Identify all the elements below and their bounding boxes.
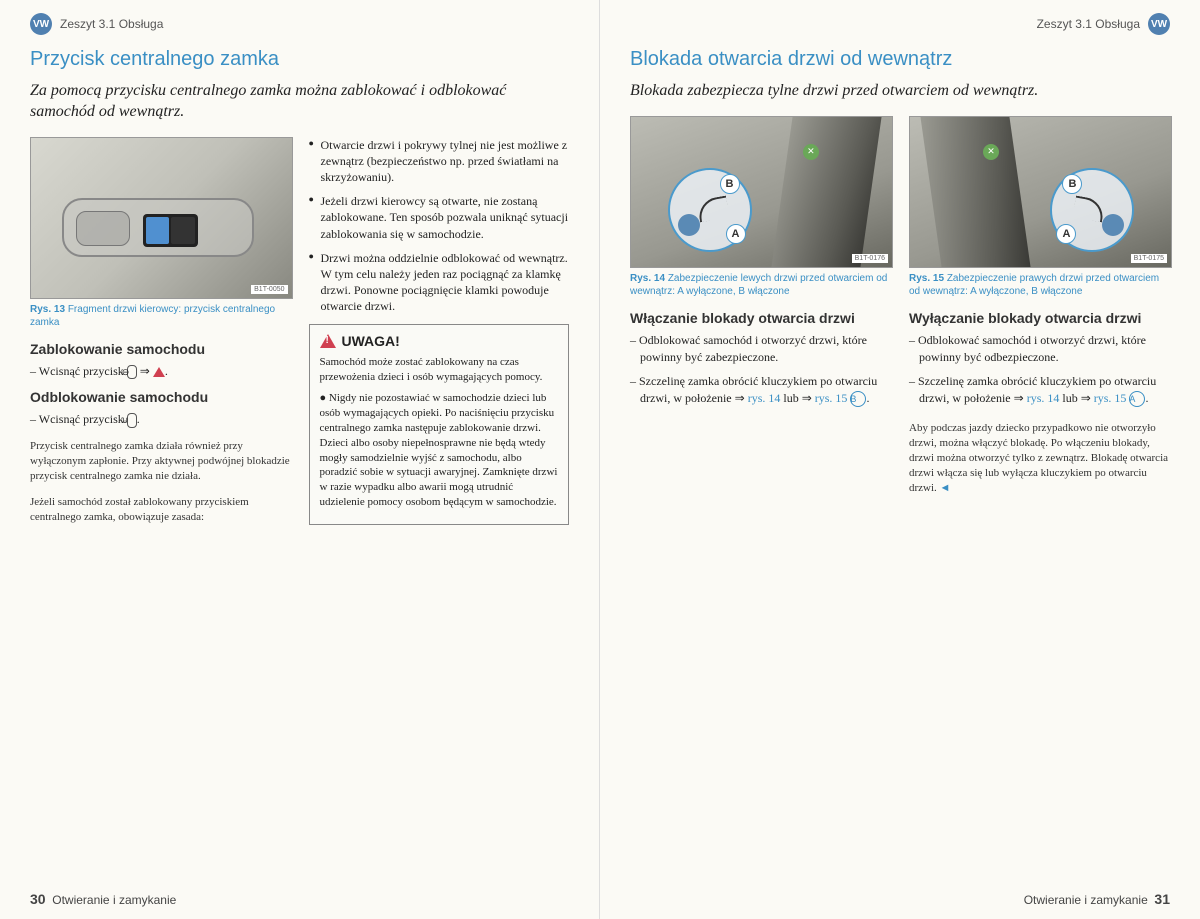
warning-triangle-icon xyxy=(320,334,336,348)
coin-icon xyxy=(1102,214,1124,236)
bullet-item: Drzwi można oddzielnie odblokować od wew… xyxy=(309,250,570,315)
child-lock-icon xyxy=(803,144,819,160)
figure-15: B A B1T-0175 xyxy=(909,116,1172,268)
warn-triangle-icon xyxy=(153,367,165,377)
label-a: A xyxy=(726,224,746,244)
figure-14: B A B1T-0176 xyxy=(630,116,893,268)
vw-logo-icon: VW xyxy=(1148,13,1170,35)
callout-14: B A xyxy=(668,168,752,252)
footer-right: Otwieranie i zamykanie 31 xyxy=(1024,891,1170,907)
header-text-right: Zeszyt 3.1 Obsługa xyxy=(1037,17,1140,31)
figure-tag: B1T-0050 xyxy=(251,285,287,294)
disable-step2: – Szczelinę zamka obrócić kluczykiem po … xyxy=(909,373,1170,407)
note1: Przycisk centralnego zamka działa równie… xyxy=(30,439,291,484)
caption-fig15: Rys. 15 Zabezpieczenie prawych drzwi prz… xyxy=(909,272,1170,298)
bullet-item: Jeżeli drzwi kierowcy są otwarte, nie zo… xyxy=(309,193,570,242)
vw-logo-icon: VW xyxy=(30,13,52,35)
figure-tag: B1T-0175 xyxy=(1131,254,1167,263)
rotate-arrow-icon xyxy=(1073,195,1106,222)
unlock-key-icon: ⊍ xyxy=(127,413,137,428)
label-b: B xyxy=(720,174,740,194)
label-a: A xyxy=(1056,224,1076,244)
intro-right: Blokada zabezpiecza tylne drzwi przed ot… xyxy=(630,81,1170,102)
note2: Jeżeli samochód został zablokowany przyc… xyxy=(30,495,291,525)
col-fig14: B A B1T-0176 Rys. 14 Zabezpieczenie lewy… xyxy=(630,116,891,507)
unlock-step: – Wcisnąć przycisk ⊍. xyxy=(30,411,291,428)
coin-icon xyxy=(678,214,700,236)
caption-fig13: Rys. 13 Fragment drzwi kierowcy: przycis… xyxy=(30,303,291,329)
ref-circle-b: B xyxy=(850,391,866,407)
page-left: VW Zeszyt 3.1 Obsługa Przycisk centralne… xyxy=(0,0,600,919)
header-left: VW Zeszyt 3.1 Obsługa xyxy=(30,12,569,36)
two-col-left: B1T-0050 Rys. 13 Fragment drzwi kierowcy… xyxy=(30,137,569,536)
lock-heading: Zablokowanie samochodu xyxy=(30,341,291,357)
warning-title: UWAGA! xyxy=(320,333,559,349)
intro-left: Za pomocą przycisku centralnego zamka mo… xyxy=(30,81,569,123)
bullet-item: Otwarcie drzwi i pokrywy tylnej nie jest… xyxy=(309,137,570,186)
callout-15: B A xyxy=(1050,168,1134,252)
warning-p1: Samochód może zostać zablokowany na czas… xyxy=(320,355,559,385)
caption-fig14: Rys. 14 Zabezpieczenie lewych drzwi prze… xyxy=(630,272,891,298)
enable-step2: – Szczelinę zamka obrócić kluczykiem po … xyxy=(630,373,891,407)
footer-left: 30 Otwieranie i zamykanie xyxy=(30,891,176,907)
disable-heading: Wyłączanie blokady otwarcia drzwi xyxy=(909,310,1170,326)
left-column: B1T-0050 Rys. 13 Fragment drzwi kierowcy… xyxy=(30,137,291,536)
lock-step: – Wcisnąć przycisk ⊖ ⇒ . xyxy=(30,363,291,380)
warning-p2: ● Nigdy nie pozostawiać w samochodzie dz… xyxy=(320,391,559,510)
rotate-arrow-icon xyxy=(696,195,729,222)
label-b: B xyxy=(1062,174,1082,194)
unlock-heading: Odblokowanie samochodu xyxy=(30,389,291,405)
bullet-list: Otwarcie drzwi i pokrywy tylnej nie jest… xyxy=(309,137,570,315)
section-title-left: Przycisk centralnego zamka xyxy=(30,48,569,71)
page-right: Zeszyt 3.1 Obsługa VW Blokada otwarcia d… xyxy=(600,0,1200,919)
ref-circle-a: A xyxy=(1129,391,1145,407)
figure-tag: B1T-0176 xyxy=(852,254,888,263)
header-text: Zeszyt 3.1 Obsługa xyxy=(60,17,163,31)
two-col-right: B A B1T-0176 Rys. 14 Zabezpieczenie lewy… xyxy=(630,116,1170,507)
section-title-right: Blokada otwarcia drzwi od wewnątrz xyxy=(630,48,1170,71)
disable-step1: – Odblokować samochód i otworzyć drzwi, … xyxy=(909,332,1170,366)
lock-key-icon: ⊖ xyxy=(127,365,137,380)
enable-step1: – Odblokować samochód i otworzyć drzwi, … xyxy=(630,332,891,366)
figure-13: B1T-0050 xyxy=(30,137,293,299)
col-fig15: B A B1T-0175 Rys. 15 Zabezpieczenie praw… xyxy=(909,116,1170,507)
lock-button-panel xyxy=(143,214,198,247)
enable-heading: Włączanie blokady otwarcia drzwi xyxy=(630,310,891,326)
warning-box: UWAGA! Samochód może zostać zablokowany … xyxy=(309,324,570,524)
child-lock-icon xyxy=(983,144,999,160)
closing-note: Aby podczas jazdy dziecko przypadkowo ni… xyxy=(909,421,1170,495)
header-right: Zeszyt 3.1 Obsługa VW xyxy=(630,12,1170,36)
door-handle-shape xyxy=(62,198,254,256)
right-column: Otwarcie drzwi i pokrywy tylnej nie jest… xyxy=(309,137,570,536)
